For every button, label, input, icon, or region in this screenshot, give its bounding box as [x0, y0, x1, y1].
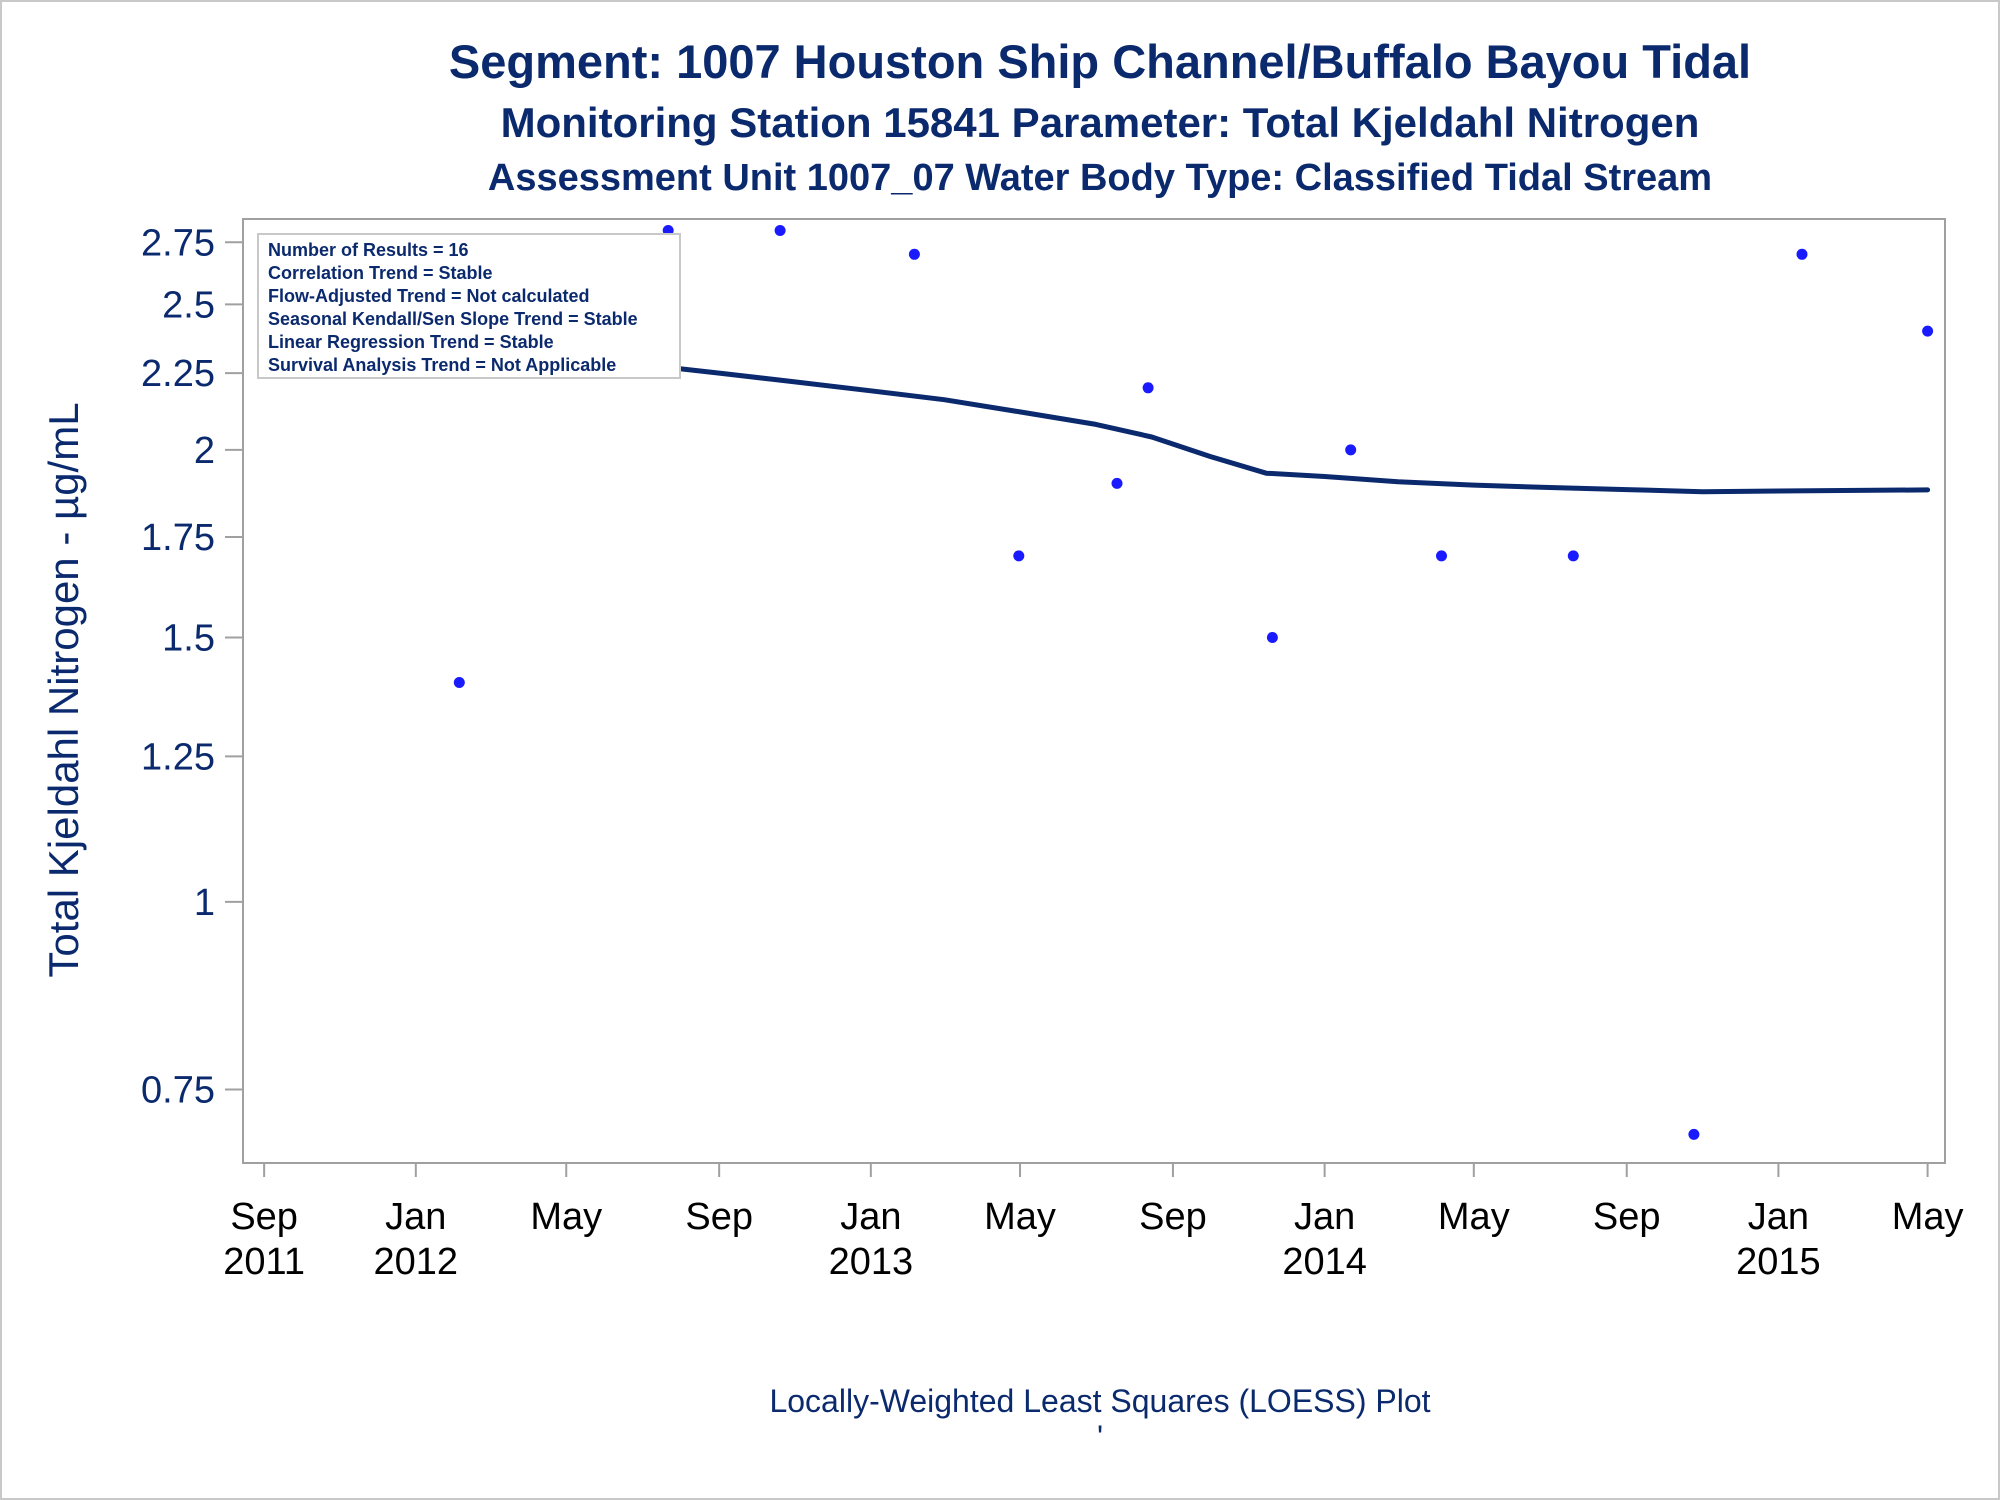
x-tick-label-year: 2012	[374, 1241, 459, 1283]
inset-legend-line: Linear Regression Trend = Stable	[268, 332, 554, 352]
x-tick-label-month: May	[1438, 1196, 1510, 1238]
data-point	[1796, 248, 1808, 260]
plot-frame	[242, 218, 1946, 1164]
data-point	[1436, 550, 1447, 562]
chart-footer: Locally-Weighted Least Squares (LOESS) P…	[769, 1383, 1430, 1419]
x-tick-label-month: Sep	[230, 1196, 298, 1238]
x-tick-label-month: Jan	[1294, 1196, 1355, 1238]
x-tick-label-year: 2011	[223, 1241, 305, 1283]
inset-legend-box	[257, 233, 681, 379]
x-tick-label-month: Jan	[385, 1196, 446, 1238]
x-tick-label-month: Sep	[1593, 1196, 1661, 1238]
y-tick-label: 1.5	[162, 618, 215, 660]
chart-subtitle: Monitoring Station 15841 Parameter: Tota…	[501, 99, 1700, 146]
x-tick-label-month: Sep	[1139, 1196, 1207, 1238]
x-tick-label-month: May	[984, 1196, 1056, 1238]
y-tick-label: 2.75	[141, 222, 215, 264]
y-tick-label: 2.25	[141, 353, 215, 395]
y-tick-label: 2	[194, 430, 215, 472]
chart-title: Segment: 1007 Houston Ship Channel/Buffa…	[449, 35, 1751, 88]
y-tick-label: 1.25	[141, 736, 215, 778]
y-axis: 0.75 1 1.25 1.5 1.75 2 2.25 2.5 2.75	[141, 222, 243, 1111]
data-point	[1567, 550, 1579, 562]
x-tick-label-month: Jan	[1748, 1196, 1809, 1238]
data-point	[1266, 632, 1278, 643]
data-point	[1688, 1128, 1700, 1140]
inset-legend-line: Seasonal Kendall/Sen Slope Trend = Stabl…	[268, 309, 638, 329]
chart-subtitle2: Assessment Unit 1007_07 Water Body Type:…	[488, 157, 1712, 199]
y-tick-label: 1.75	[141, 517, 215, 559]
y-tick-label: 0.75	[141, 1069, 215, 1111]
x-tick-label-month: May	[530, 1196, 602, 1238]
x-tick-label-month: Sep	[685, 1196, 753, 1238]
y-tick-label: 2.5	[162, 284, 215, 326]
data-point	[908, 248, 920, 260]
x-tick-label-year: 2013	[829, 1241, 914, 1283]
data-point	[1345, 444, 1357, 456]
x-tick-label-month: Jan	[840, 1196, 901, 1238]
chart-footer-mark: '	[1097, 1419, 1103, 1455]
y-axis-label: Total Kjeldahl Nitrogen - µg/mL	[40, 402, 87, 977]
inset-legend-line: Correlation Trend = Stable	[268, 263, 493, 283]
x-tick-label-year: 2015	[1736, 1241, 1821, 1283]
y-tick-label: 1	[194, 882, 215, 924]
inset-legend-line: Survival Analysis Trend = Not Applicable	[268, 355, 616, 375]
data-point	[1142, 382, 1154, 394]
inset-legend: Number of Results = 16 Correlation Trend…	[257, 233, 681, 379]
data-point	[1922, 325, 1934, 337]
inset-legend-line: Flow-Adjusted Trend = Not calculated	[268, 286, 590, 306]
x-tick-label-month: May	[1892, 1196, 1964, 1238]
data-point	[1013, 550, 1025, 562]
inset-legend-line: Number of Results = 16	[268, 240, 469, 260]
x-tick-label-year: 2014	[1282, 1241, 1367, 1283]
data-point	[774, 225, 786, 236]
data-point	[453, 677, 465, 688]
data-point	[1111, 477, 1123, 489]
